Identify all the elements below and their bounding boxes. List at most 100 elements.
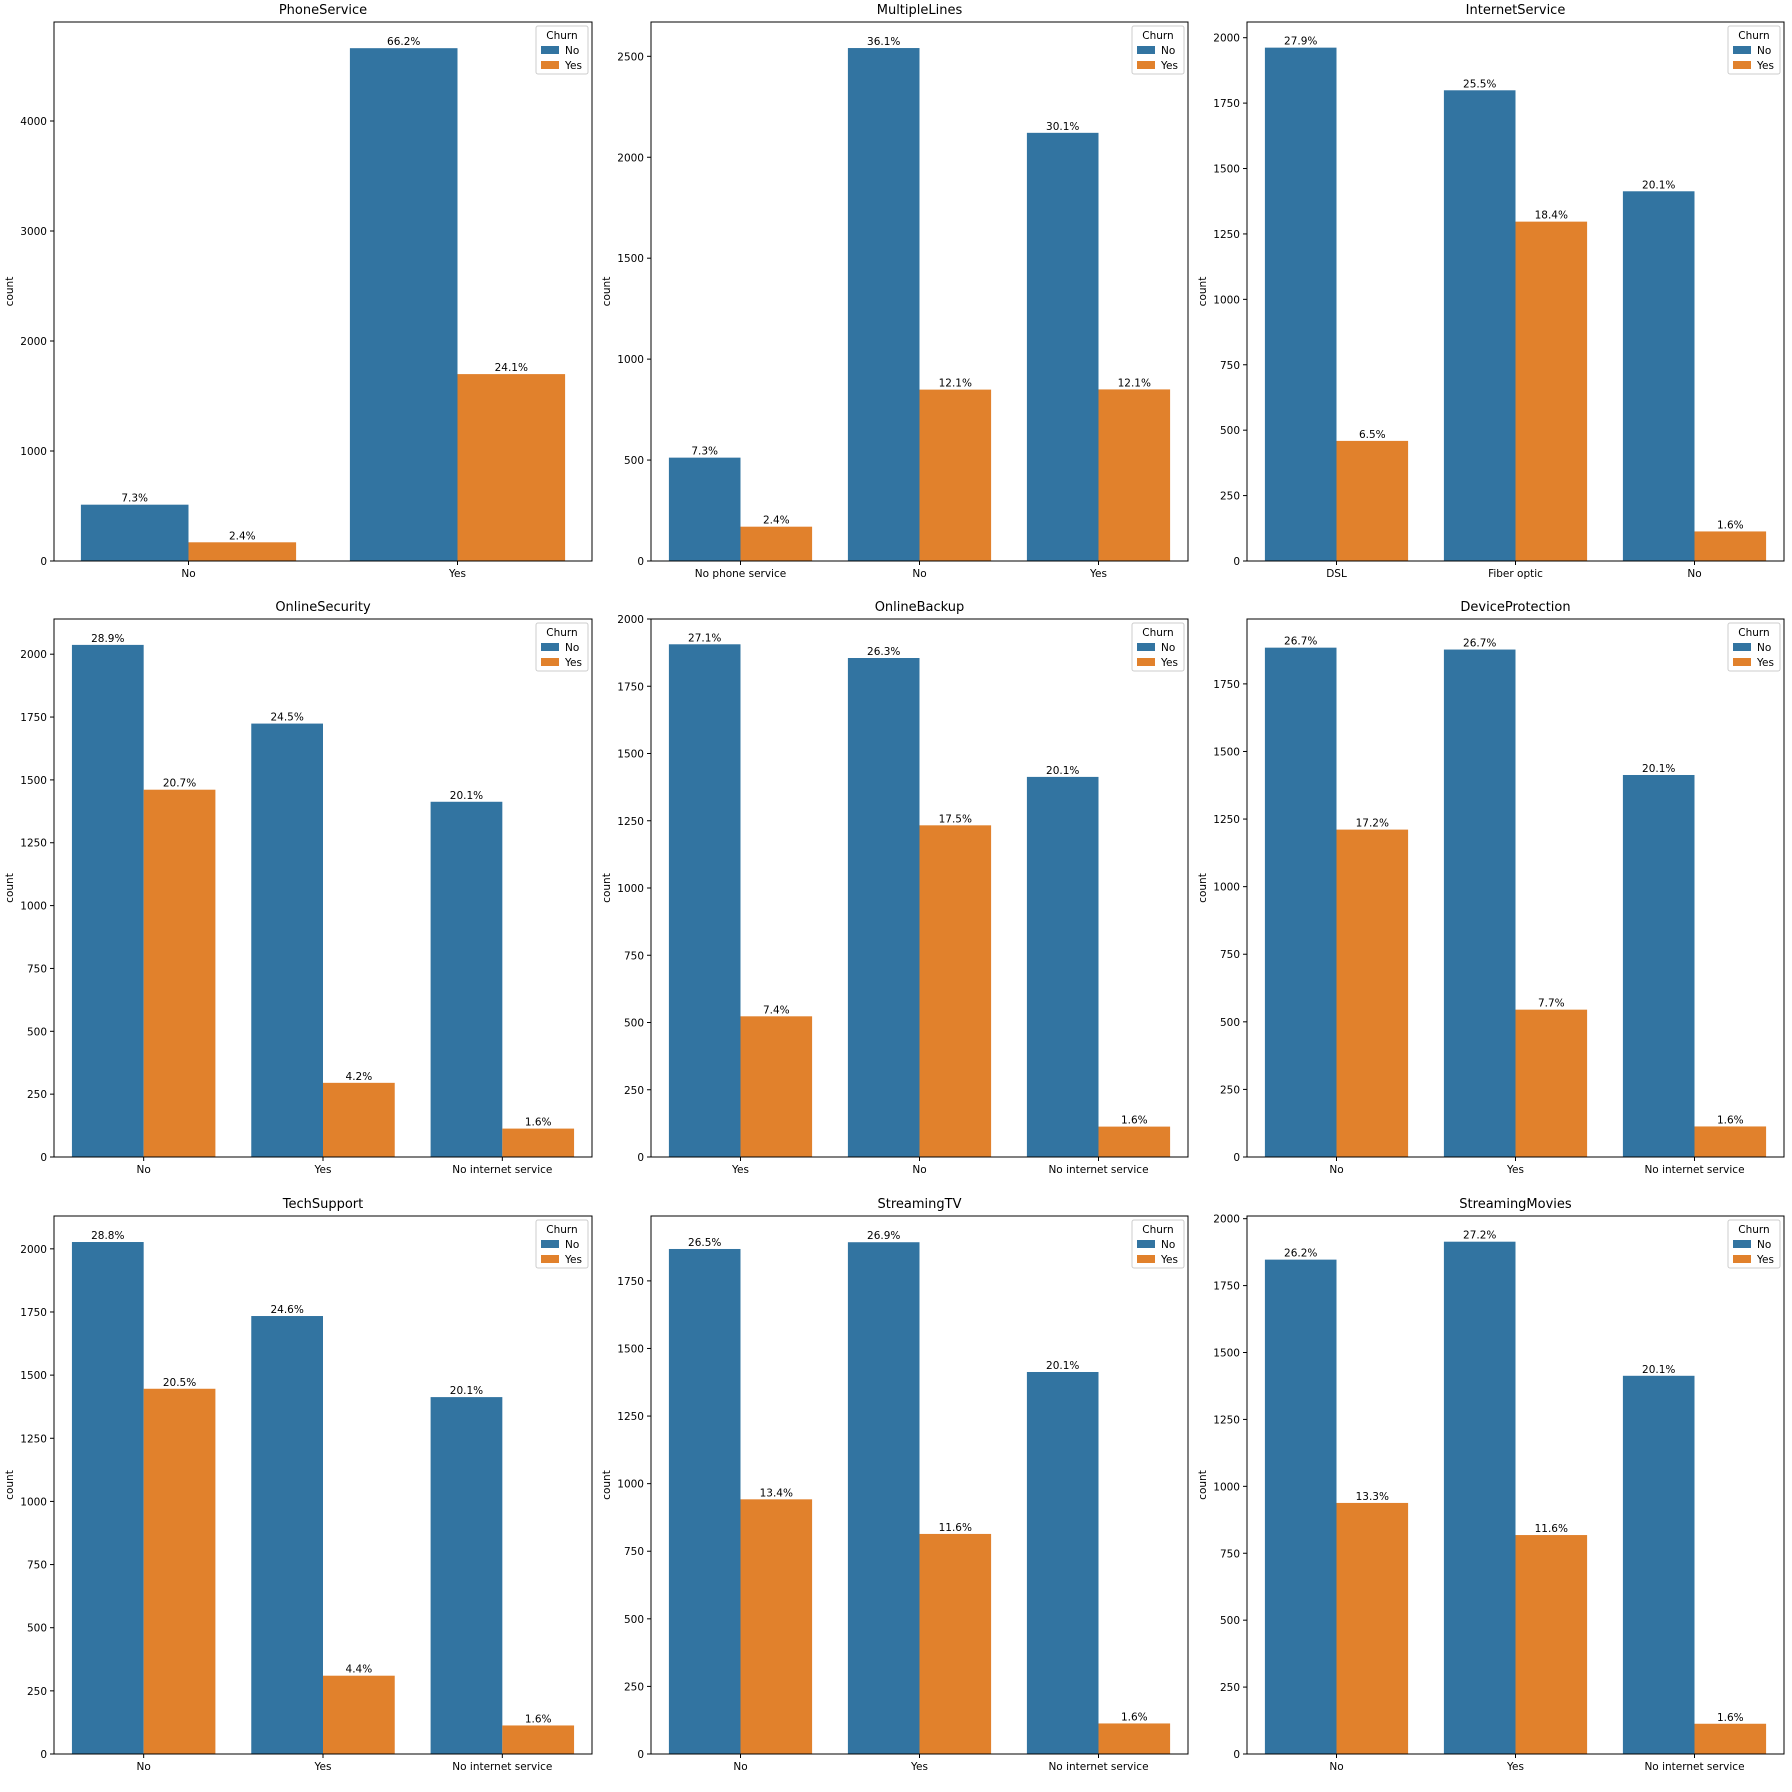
bar-yes-1 bbox=[143, 1388, 216, 1754]
y-tick-label: 1000 bbox=[1213, 1481, 1240, 1493]
y-tick-label: 1500 bbox=[617, 253, 644, 265]
legend-swatch-yes bbox=[1137, 61, 1155, 69]
legend-title: Churn bbox=[1142, 1224, 1173, 1236]
bar-yes-1 bbox=[740, 1016, 813, 1157]
bar-no-1 bbox=[71, 1242, 144, 1754]
data-label: 4.4% bbox=[346, 1664, 373, 1676]
x-tick-label: Yes bbox=[731, 1164, 749, 1176]
y-tick-label: 1000 bbox=[617, 1479, 644, 1491]
y-tick-label: 1250 bbox=[1213, 814, 1240, 826]
y-tick-label: 2000 bbox=[20, 649, 47, 661]
y-tick-label: 0 bbox=[1233, 556, 1240, 568]
x-tick-label: No bbox=[137, 1164, 151, 1176]
bar-no-2 bbox=[251, 723, 323, 1157]
bar-no-1 bbox=[80, 504, 189, 561]
chart-panel-onlinebackup: OnlineBackup 27.1% 26.3% 20.1% 7.4% 17.5% 1.6%… bbox=[601, 600, 1189, 1176]
y-tick-label: 750 bbox=[1220, 949, 1240, 961]
y-tick-label: 750 bbox=[624, 1546, 644, 1558]
y-tick-label: 1000 bbox=[617, 354, 644, 366]
legend-swatch-no bbox=[1137, 643, 1155, 651]
legend-entry: No bbox=[565, 642, 579, 654]
bar-no-2 bbox=[847, 658, 920, 1157]
data-label: 66.2% bbox=[387, 36, 420, 48]
legend-entry: Yes bbox=[1756, 1254, 1774, 1266]
legend-title: Churn bbox=[546, 30, 577, 42]
chart-panel-multiplelines: MultipleLines 7.3% 36.1% 30.1% 2.4% 12.1% 12.1… bbox=[601, 3, 1189, 580]
bar-no-3 bbox=[1622, 191, 1695, 562]
y-axis-label: count bbox=[4, 873, 16, 903]
bar-no-3 bbox=[1026, 132, 1099, 561]
data-label: 26.9% bbox=[867, 1230, 900, 1242]
data-label: 1.6% bbox=[1717, 1114, 1744, 1126]
y-tick-label: 0 bbox=[40, 1749, 47, 1761]
legend-entry: Yes bbox=[1160, 657, 1178, 669]
legend-entry: No bbox=[1161, 642, 1175, 654]
y-axis-label: count bbox=[4, 277, 16, 307]
x-tick-label: No bbox=[181, 568, 195, 580]
data-label: 6.5% bbox=[1359, 429, 1386, 441]
legend-swatch-yes bbox=[1733, 1255, 1751, 1263]
y-tick-label: 2000 bbox=[1213, 1214, 1240, 1226]
y-tick-label: 0 bbox=[637, 1152, 644, 1164]
data-label: 2.4% bbox=[763, 515, 790, 527]
x-tick-label: No internet service bbox=[452, 1164, 552, 1176]
y-tick-label: 1250 bbox=[617, 1411, 644, 1423]
bar-no-2 bbox=[349, 48, 458, 562]
data-label: 20.1% bbox=[450, 790, 483, 802]
chart-title: StreamingMovies bbox=[1459, 1197, 1572, 1212]
bar-no-3 bbox=[430, 801, 503, 1157]
legend-entry: No bbox=[565, 1239, 579, 1251]
legend-swatch-no bbox=[1733, 46, 1751, 54]
x-tick-label: No bbox=[912, 1164, 926, 1176]
y-tick-label: 1000 bbox=[1213, 294, 1240, 306]
legend-title: Churn bbox=[546, 1224, 577, 1236]
bar-yes-2 bbox=[919, 389, 992, 561]
y-tick-label: 1750 bbox=[20, 712, 47, 724]
bar-no-2 bbox=[251, 1316, 323, 1754]
y-tick-label: 1500 bbox=[1213, 1348, 1240, 1360]
data-label: 24.6% bbox=[270, 1304, 303, 1316]
data-label: 36.1% bbox=[867, 36, 900, 48]
data-label: 1.6% bbox=[1121, 1711, 1148, 1723]
bar-no-2 bbox=[1443, 649, 1516, 1157]
data-label: 26.5% bbox=[688, 1237, 721, 1249]
chart-title: MultipleLines bbox=[877, 3, 963, 18]
bar-yes-2 bbox=[1515, 221, 1588, 561]
x-tick-label: Yes bbox=[448, 568, 466, 580]
y-tick-label: 250 bbox=[27, 1686, 47, 1698]
y-tick-label: 500 bbox=[624, 1614, 644, 1626]
bar-yes-1 bbox=[188, 542, 297, 561]
y-tick-label: 2500 bbox=[617, 51, 644, 63]
data-label: 18.4% bbox=[1535, 210, 1568, 222]
bar-yes-2 bbox=[919, 825, 992, 1157]
legend-entry: No bbox=[1161, 45, 1175, 57]
y-tick-label: 1000 bbox=[20, 1496, 47, 1508]
y-tick-label: 500 bbox=[624, 1018, 644, 1030]
x-tick-label: No internet service bbox=[1644, 1761, 1744, 1773]
data-label: 20.1% bbox=[1046, 1360, 1079, 1372]
y-tick-label: 2000 bbox=[617, 152, 644, 164]
legend-entry: Yes bbox=[564, 60, 582, 72]
legend-swatch-no bbox=[1733, 1240, 1751, 1248]
legend-entry: Yes bbox=[1756, 657, 1774, 669]
y-tick-label: 1750 bbox=[617, 681, 644, 693]
data-label: 30.1% bbox=[1046, 121, 1079, 133]
bar-no-1 bbox=[1264, 1259, 1337, 1754]
data-label: 1.6% bbox=[1717, 1712, 1744, 1724]
legend-title: Churn bbox=[1142, 30, 1173, 42]
data-label: 20.1% bbox=[1046, 765, 1079, 777]
legend-swatch-no bbox=[1137, 1240, 1155, 1248]
y-tick-label: 1750 bbox=[20, 1307, 47, 1319]
legend-title: Churn bbox=[1738, 1224, 1769, 1236]
chart-panel-deviceprotection: DeviceProtection 26.7% 26.7% 20.1% 17.2% 7.7%… bbox=[1197, 600, 1785, 1176]
y-tick-label: 750 bbox=[27, 1560, 47, 1572]
legend-title: Churn bbox=[1142, 627, 1173, 639]
legend-title: Churn bbox=[1738, 627, 1769, 639]
x-tick-label: Yes bbox=[314, 1164, 332, 1176]
y-tick-label: 1500 bbox=[617, 749, 644, 761]
data-label: 1.6% bbox=[1121, 1115, 1148, 1127]
y-tick-label: 1500 bbox=[617, 1343, 644, 1355]
data-label: 13.4% bbox=[760, 1487, 793, 1499]
legend-swatch-yes bbox=[1733, 658, 1751, 666]
